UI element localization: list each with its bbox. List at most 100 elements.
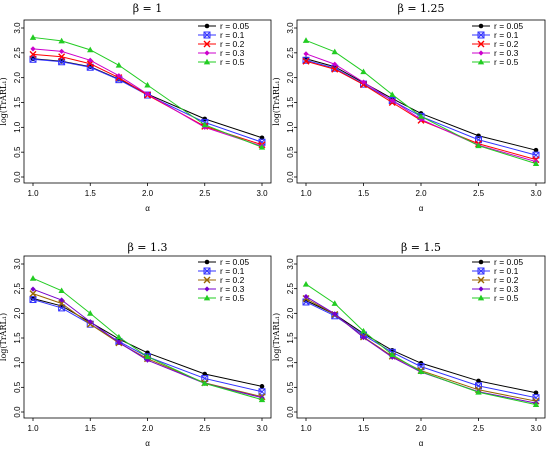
x-tick-label: 2.0 <box>415 424 427 433</box>
panel-4: β = 1.5 0.0 0.5 1.0 1.5 2.0 2.5 3.0 1.0 1.5 2.0 2.5… <box>272 241 546 448</box>
data-point <box>302 37 310 43</box>
y-tick-label: 3.0 <box>286 22 295 34</box>
data-point <box>115 333 123 340</box>
y-tick-label: 2.5 <box>286 47 295 59</box>
x-tick-label: 1.0 <box>27 424 39 433</box>
data-point <box>87 46 94 53</box>
panel-2: β = 1.25 0.0 0.5 1.0 1.5 2.0 2.5 3.0 1.0 1.5 2.0 2.… <box>272 2 546 213</box>
data-point <box>331 300 338 306</box>
data-point <box>360 334 367 341</box>
data-point <box>59 48 65 54</box>
legend-label: r = 0.2 <box>220 39 245 49</box>
data-point <box>389 351 396 358</box>
legend-marker <box>203 267 211 275</box>
series-5 <box>29 34 266 150</box>
legend: r = 0.05r = 0.1r = 0.2r = 0.3r = 0.5 <box>198 257 249 303</box>
data-point <box>533 147 539 153</box>
series-line <box>305 300 537 394</box>
series-line <box>32 53 263 146</box>
x-axis-label: α <box>145 439 150 448</box>
data-point <box>29 34 37 40</box>
y-tick-label: 3.0 <box>13 22 22 34</box>
legend-label: r = 0.2 <box>220 275 245 285</box>
legend-marker <box>203 58 211 65</box>
legend-marker <box>477 31 485 39</box>
data-point <box>331 65 339 73</box>
x-tick-label: 1.0 <box>300 189 312 198</box>
data-point <box>532 401 540 407</box>
data-point <box>201 380 208 386</box>
legend: r = 0.05r = 0.1r = 0.2r = 0.3r = 0.5 <box>198 21 249 67</box>
y-axis-label: log(TrARL₁) <box>272 77 281 125</box>
y-axis-label: log(TrARL₁) <box>0 313 8 361</box>
series-line <box>32 58 263 143</box>
data-point <box>258 396 266 403</box>
series-2 <box>29 55 266 146</box>
y-tick-label: 0.0 <box>13 171 22 183</box>
data-point <box>87 310 94 316</box>
series-4 <box>303 51 539 165</box>
legend-label: r = 0.1 <box>494 30 519 40</box>
data-point <box>144 81 151 88</box>
x-tick-label: 2.0 <box>415 189 427 198</box>
x-tick-label: 2.0 <box>142 189 154 198</box>
y-tick-label: 0.0 <box>13 406 22 418</box>
series-4 <box>303 293 539 406</box>
chart-title: β = 1.3 <box>127 241 167 254</box>
legend-label: r = 0.5 <box>220 293 245 303</box>
data-point <box>360 79 367 85</box>
data-point <box>144 357 151 363</box>
y-tick-label: 3.0 <box>13 258 22 270</box>
series-line <box>305 59 537 156</box>
legend-marker-cross <box>203 267 211 275</box>
legend: r = 0.05r = 0.1r = 0.2r = 0.3r = 0.5 <box>472 21 523 67</box>
data-point <box>144 91 151 97</box>
data-point <box>332 311 338 317</box>
x-tick-label: 3.0 <box>256 424 268 433</box>
y-tick-label: 0.5 <box>286 381 295 393</box>
chart-title: β = 1.25 <box>397 2 444 15</box>
legend-label: r = 0.3 <box>220 284 245 294</box>
data-point <box>389 97 395 104</box>
legend-label: r = 0.1 <box>494 266 519 276</box>
y-tick-label: 2.0 <box>13 72 22 84</box>
legend-marker <box>477 267 485 275</box>
data-point-cross <box>29 296 37 303</box>
x-tick-label: 3.0 <box>530 189 542 198</box>
series-5 <box>302 37 540 166</box>
series-line <box>32 299 263 393</box>
series-1 <box>303 298 539 396</box>
x-tick-label: 2.5 <box>199 424 211 433</box>
data-point <box>475 142 482 149</box>
legend-label: r = 0.1 <box>220 266 245 276</box>
chart-title: β = 1.5 <box>401 241 441 254</box>
y-tick-label: 0.0 <box>286 406 295 418</box>
legend-marker <box>477 58 485 65</box>
legend-label: r = 0.3 <box>494 48 519 58</box>
x-tick-label: 2.5 <box>473 189 485 198</box>
y-tick-label: 2.5 <box>13 47 22 59</box>
series-3 <box>29 290 266 401</box>
legend: r = 0.05r = 0.1r = 0.2r = 0.3r = 0.5 <box>472 257 523 303</box>
data-point <box>532 160 540 166</box>
data-point <box>29 275 37 281</box>
legend-marker <box>478 23 484 29</box>
legend-marker <box>478 50 484 56</box>
y-tick-label: 1.0 <box>286 121 295 133</box>
series-2 <box>29 296 266 396</box>
legend-marker <box>477 40 485 48</box>
data-point <box>258 388 266 396</box>
x-axis-label: α <box>145 204 150 213</box>
legend-label: r = 0.5 <box>494 293 519 303</box>
y-tick-label: 2.0 <box>286 307 295 319</box>
x-tick-label: 2.5 <box>199 189 211 198</box>
data-point <box>201 121 208 128</box>
y-tick-label: 0.5 <box>13 381 22 393</box>
legend-marker <box>204 50 210 56</box>
y-tick-label: 0.5 <box>13 146 22 158</box>
series-line <box>305 301 537 399</box>
legend-label: r = 0.2 <box>494 275 519 285</box>
x-tick-label: 2.5 <box>473 424 485 433</box>
legend-marker-cross <box>477 31 485 39</box>
legend-label: r = 0.2 <box>494 39 519 49</box>
